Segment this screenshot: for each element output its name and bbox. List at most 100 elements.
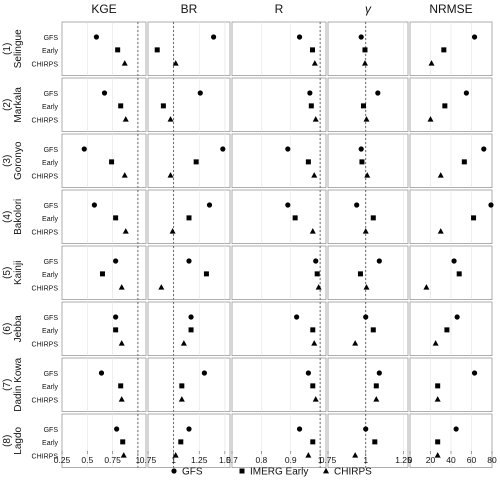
series-label-chirps: CHIRPS bbox=[32, 117, 59, 124]
x-tick-label: 0.25 bbox=[54, 455, 71, 465]
marker-chirps bbox=[363, 284, 370, 290]
series-label-chirps: CHIRPS bbox=[32, 453, 59, 460]
marker-early bbox=[179, 383, 185, 389]
marker-early bbox=[370, 215, 376, 221]
basin-label-jebba: (6)Jebba bbox=[2, 315, 24, 343]
series-label-chirps: CHIRPS bbox=[32, 229, 59, 236]
marker-early bbox=[305, 159, 311, 165]
x-tick-label: 1 bbox=[318, 455, 323, 465]
x-tick-label: 60 bbox=[467, 455, 477, 465]
basin-name: Selingue bbox=[13, 29, 24, 68]
marker-chirps bbox=[432, 340, 439, 346]
series-label-chirps: CHIRPS bbox=[32, 285, 59, 292]
panel-frame bbox=[327, 357, 409, 412]
marker-early bbox=[310, 439, 316, 445]
marker-chirps bbox=[315, 284, 322, 290]
x-tick-label: 1.25 bbox=[191, 455, 208, 465]
marker-early bbox=[120, 439, 126, 445]
marker-early bbox=[310, 383, 316, 389]
marker-chirps bbox=[437, 172, 444, 178]
panel-row-goronyo: GFS Early CHIRPS bbox=[32, 133, 493, 188]
series-label-early: Early bbox=[42, 48, 58, 55]
marker-gfs bbox=[201, 370, 207, 376]
marker-early bbox=[373, 383, 379, 389]
marker-gfs bbox=[376, 258, 382, 264]
marker-chirps bbox=[362, 228, 369, 234]
marker-gfs bbox=[220, 146, 226, 152]
marker-chirps bbox=[167, 116, 174, 122]
x-tick-label: 80 bbox=[487, 455, 497, 465]
panel-frame bbox=[327, 413, 409, 468]
marker-early bbox=[115, 47, 121, 53]
marker-chirps bbox=[118, 396, 125, 402]
marker-gfs bbox=[358, 34, 364, 40]
marker-gfs bbox=[114, 426, 120, 432]
x-tick-label: 0.75 bbox=[320, 455, 337, 465]
marker-chirps bbox=[121, 172, 128, 178]
marker-early bbox=[435, 383, 441, 389]
marker-gfs bbox=[307, 90, 313, 96]
marker-early bbox=[362, 47, 368, 53]
marker-gfs bbox=[471, 370, 478, 376]
series-label-early: Early bbox=[42, 160, 58, 167]
panel-frame bbox=[61, 301, 147, 356]
series-label-gfs: GFS bbox=[44, 35, 59, 42]
basin-label-bakolori: (4)Bakolori bbox=[2, 199, 24, 235]
marker-early bbox=[178, 439, 184, 445]
marker-gfs bbox=[358, 146, 364, 152]
basin-name: Dadin Kowa bbox=[13, 357, 24, 411]
panel-frame bbox=[231, 189, 327, 244]
marker-gfs bbox=[481, 146, 487, 152]
marker-chirps bbox=[312, 116, 319, 122]
metric-header-nrmse: NRMSE bbox=[429, 2, 472, 16]
panel-frame bbox=[147, 21, 231, 76]
marker-chirps bbox=[178, 396, 185, 402]
marker-chirps bbox=[309, 228, 316, 234]
series-label-gfs: GFS bbox=[44, 427, 59, 434]
panel-frame bbox=[231, 413, 327, 468]
series-label-chirps: CHIRPS bbox=[32, 61, 59, 68]
marker-early bbox=[118, 383, 124, 389]
marker-chirps bbox=[361, 60, 368, 66]
panel-row-bakolori: GFS Early CHIRPS bbox=[32, 189, 494, 244]
basin-number: (3) bbox=[2, 155, 13, 167]
marker-gfs bbox=[313, 258, 319, 264]
basin-name: Goronyo bbox=[13, 141, 24, 180]
marker-gfs bbox=[454, 314, 460, 320]
series-label-chirps: CHIRPS bbox=[32, 341, 59, 348]
marker-chirps bbox=[122, 116, 129, 122]
marker-chirps bbox=[352, 452, 359, 458]
marker-early bbox=[360, 103, 366, 109]
panel-frame bbox=[231, 133, 327, 188]
series-label-gfs: GFS bbox=[44, 91, 59, 98]
marker-chirps bbox=[311, 60, 318, 66]
panel-frame bbox=[327, 245, 409, 300]
series-label-gfs: GFS bbox=[44, 203, 59, 210]
x-tick-label: 1 bbox=[363, 455, 368, 465]
marker-early bbox=[154, 47, 160, 53]
x-tick-label: 0.75 bbox=[140, 455, 157, 465]
series-label-early: Early bbox=[42, 384, 58, 391]
marker-chirps bbox=[172, 60, 179, 66]
basin-label-markala: (2)Markala bbox=[2, 87, 24, 123]
marker-chirps bbox=[158, 284, 165, 290]
x-tick-label: 0 bbox=[408, 455, 413, 465]
marker-early bbox=[372, 439, 378, 445]
marker-early bbox=[99, 271, 105, 277]
panel-frame bbox=[61, 245, 147, 300]
panel-frame bbox=[327, 77, 409, 132]
basin-number: (7) bbox=[2, 379, 13, 391]
x-tick-label: 20 bbox=[426, 455, 436, 465]
basin-label-kainji: (5)Kainji bbox=[2, 261, 24, 285]
panel-frame bbox=[231, 21, 327, 76]
legend-label: CHIRPS bbox=[334, 467, 372, 478]
marker-early bbox=[370, 327, 376, 333]
basin-name: Kainji bbox=[13, 261, 24, 285]
panel-frame bbox=[147, 133, 231, 188]
marker-gfs bbox=[296, 34, 303, 40]
panel-row-kainji: GFS Early CHIRPS bbox=[32, 245, 493, 300]
marker-early bbox=[292, 215, 298, 221]
marker-early bbox=[359, 159, 365, 165]
marker-gfs bbox=[93, 34, 100, 40]
